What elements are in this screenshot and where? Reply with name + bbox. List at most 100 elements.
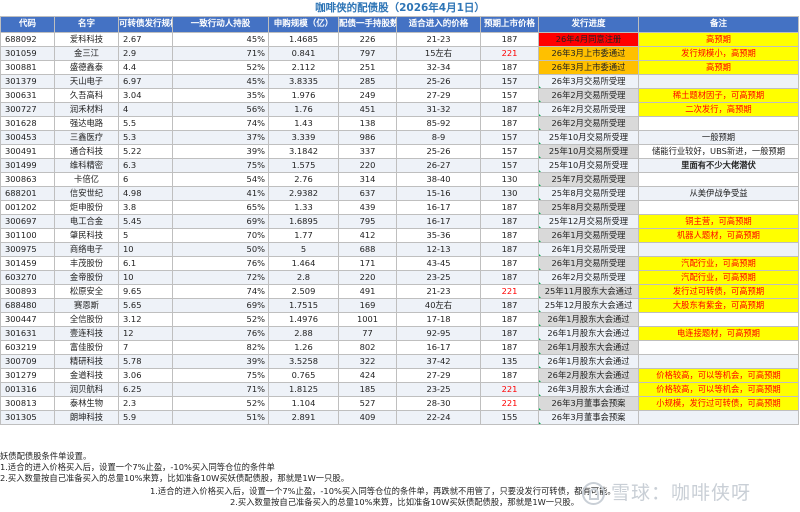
cell-scale[interactable]: 3.12: [118, 312, 173, 327]
cell-holding[interactable]: 39%: [172, 354, 269, 369]
cell-note[interactable]: [638, 200, 799, 215]
cell-progress[interactable]: 26年3月交易所受理: [538, 74, 639, 89]
cell-price[interactable]: 38-40: [396, 172, 481, 187]
cell-holding[interactable]: 71%: [172, 382, 269, 397]
cell-code[interactable]: 301279: [0, 368, 55, 383]
cell-progress[interactable]: 25年11月股东大会通过: [538, 284, 639, 299]
cell-name[interactable]: 维科精密: [54, 158, 119, 173]
cell-holding[interactable]: 69%: [172, 298, 269, 313]
cell-sub[interactable]: 2.76: [268, 172, 339, 187]
cell-code[interactable]: 300447: [0, 312, 55, 327]
cell-holding[interactable]: 69%: [172, 214, 269, 229]
cell-price[interactable]: 16-17: [396, 200, 481, 215]
cell-lot[interactable]: 409: [338, 410, 397, 425]
cell-code[interactable]: 300453: [0, 130, 55, 145]
cell-scale[interactable]: 6: [118, 172, 173, 187]
cell-holding[interactable]: 74%: [172, 116, 269, 131]
cell-progress[interactable]: 26年2月交易所受理: [538, 88, 639, 103]
cell-price[interactable]: 37-42: [396, 354, 481, 369]
cell-scale[interactable]: 5.65: [118, 298, 173, 313]
cell-code[interactable]: 301305: [0, 410, 55, 425]
cell-sub[interactable]: 3.339: [268, 130, 339, 145]
cell-scale[interactable]: 3.8: [118, 200, 173, 215]
cell-scale[interactable]: 6.1: [118, 256, 173, 271]
table-row[interactable]: 300881 盛德鑫泰 4.4 52% 2.112 251 32-34 187 26年3月上市委…: [0, 60, 799, 75]
cell-note[interactable]: 高预期: [638, 60, 799, 75]
cell-code[interactable]: 300697: [0, 214, 55, 229]
cell-code[interactable]: 688480: [0, 298, 55, 313]
cell-holding[interactable]: 50%: [172, 242, 269, 257]
cell-progress[interactable]: 26年4月同意注册: [538, 32, 639, 47]
cell-lot[interactable]: 527: [338, 396, 397, 411]
cell-price[interactable]: 32-34: [396, 60, 481, 75]
cell-note[interactable]: 大股东有紫金，可高预期: [638, 298, 799, 313]
cell-code[interactable]: 300893: [0, 284, 55, 299]
cell-price[interactable]: 16-17: [396, 214, 481, 229]
cell-progress[interactable]: 26年2月交易所受理: [538, 116, 639, 131]
table-row[interactable]: 301059 金三江 2.9 71% 0.841 797 15左右 221 26年3月上市委通过…: [0, 46, 799, 61]
cell-price[interactable]: 25-26: [396, 74, 481, 89]
cell-note[interactable]: 发行规模小，高预期: [638, 46, 799, 61]
cell-price[interactable]: 22-24: [396, 410, 481, 425]
cell-name[interactable]: 丰茂股份: [54, 256, 119, 271]
cell-note[interactable]: 二次发行，高预期: [638, 102, 799, 117]
cell-lot[interactable]: 337: [338, 144, 397, 159]
cell-code[interactable]: 301100: [0, 228, 55, 243]
cell-progress[interactable]: 26年1月股东大会通过: [538, 326, 639, 341]
cell-price[interactable]: 28-30: [396, 396, 481, 411]
cell-code[interactable]: 300881: [0, 60, 55, 75]
cell-holding[interactable]: 76%: [172, 326, 269, 341]
cell-lot[interactable]: 251: [338, 60, 397, 75]
cell-holding[interactable]: 54%: [172, 172, 269, 187]
cell-holding[interactable]: 52%: [172, 312, 269, 327]
table-row[interactable]: 300975 商络电子 10 50% 5 688 12-13 187 26年1月交易所受理: [0, 242, 799, 257]
cell-lot[interactable]: 138: [338, 116, 397, 131]
cell-progress[interactable]: 26年3月董事会预案: [538, 410, 639, 425]
cell-progress[interactable]: 25年12月交易所受理: [538, 214, 639, 229]
cell-name[interactable]: 卡倍亿: [54, 172, 119, 187]
table-row[interactable]: 300727 润禾材料 4 56% 1.76 451 31-32 187 26年2月交易所受理二…: [0, 102, 799, 117]
cell-holding[interactable]: 65%: [172, 200, 269, 215]
cell-note[interactable]: 价格较高，可以等机会，可高预期: [638, 368, 799, 383]
cell-holding[interactable]: 41%: [172, 186, 269, 201]
table-row[interactable]: 603219 富佳股份 7 82% 1.26 802 16-17 187 26年1月股东大会通过: [0, 340, 799, 355]
cell-note[interactable]: 稀土题材因子，可高预期: [638, 88, 799, 103]
cell-expect[interactable]: 187: [480, 326, 539, 341]
cell-expect[interactable]: 221: [480, 46, 539, 61]
cell-sub[interactable]: 3.1842: [268, 144, 339, 159]
cell-holding[interactable]: 70%: [172, 228, 269, 243]
cell-lot[interactable]: 1001: [338, 312, 397, 327]
cell-code[interactable]: 301631: [0, 326, 55, 341]
cell-scale[interactable]: 5.22: [118, 144, 173, 159]
cell-sub[interactable]: 0.765: [268, 368, 339, 383]
cell-price[interactable]: 27-29: [396, 368, 481, 383]
cell-code[interactable]: 300709: [0, 354, 55, 369]
cell-note[interactable]: 高预期: [638, 32, 799, 47]
cell-progress[interactable]: 25年12月股东大会通过: [538, 298, 639, 313]
cell-name[interactable]: 润禾材料: [54, 102, 119, 117]
cell-progress[interactable]: 26年1月交易所受理: [538, 242, 639, 257]
cell-lot[interactable]: 795: [338, 214, 397, 229]
cell-progress[interactable]: 26年2月交易所受理: [538, 102, 639, 117]
cell-scale[interactable]: 4.98: [118, 186, 173, 201]
cell-lot[interactable]: 171: [338, 256, 397, 271]
table-row[interactable]: 688201 信安世纪 4.98 41% 2.9382 637 15-16 130 25年8月交…: [0, 186, 799, 201]
cell-name[interactable]: 金道科技: [54, 368, 119, 383]
cell-price[interactable]: 16-17: [396, 340, 481, 355]
cell-sub[interactable]: 2.8: [268, 270, 339, 285]
cell-lot[interactable]: 797: [338, 46, 397, 61]
cell-note[interactable]: 汽配行业，可高预期: [638, 256, 799, 271]
cell-progress[interactable]: 26年3月股东大会通过: [538, 382, 639, 397]
cell-expect[interactable]: 221: [480, 396, 539, 411]
table-row[interactable]: 301459 丰茂股份 6.1 76% 1.464 171 43-45 187 26年1月交易所…: [0, 256, 799, 271]
cell-price[interactable]: 21-23: [396, 32, 481, 47]
cell-holding[interactable]: 52%: [172, 396, 269, 411]
cell-expect[interactable]: 187: [480, 116, 539, 131]
cell-name[interactable]: 炬申股份: [54, 200, 119, 215]
cell-lot[interactable]: 249: [338, 88, 397, 103]
table-row[interactable]: 300709 精研科技 5.78 39% 3.5258 322 37-42 135 26年1月股…: [0, 354, 799, 369]
cell-holding[interactable]: 45%: [172, 32, 269, 47]
cell-expect[interactable]: 221: [480, 284, 539, 299]
cell-sub[interactable]: 1.33: [268, 200, 339, 215]
cell-holding[interactable]: 72%: [172, 270, 269, 285]
